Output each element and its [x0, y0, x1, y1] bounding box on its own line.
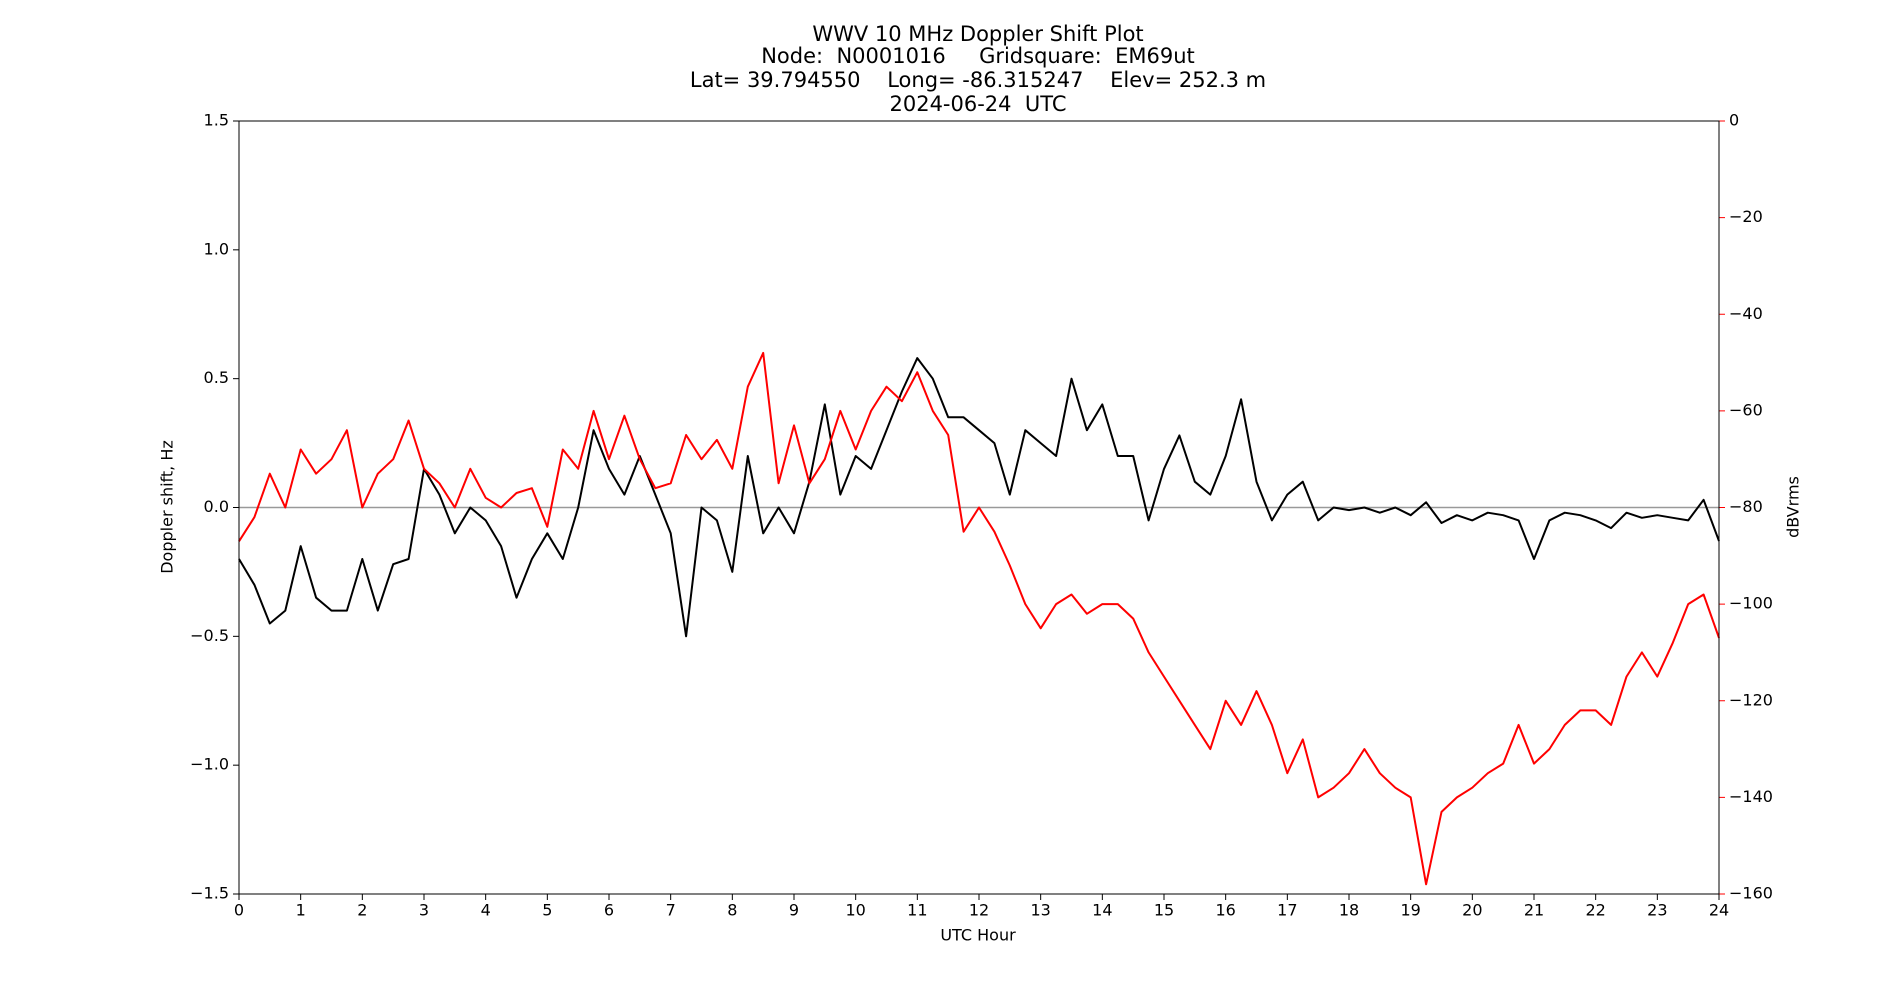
y-tick-label: −1.5 [190, 884, 229, 903]
x-tick-label: 1 [296, 901, 306, 920]
x-tick-label: 6 [604, 901, 614, 920]
x-axis-label: UTC Hour [940, 926, 1016, 945]
x-tick-label: 19 [1400, 901, 1420, 920]
y2-tick-label: −60 [1729, 400, 1763, 419]
y-tick-label: −0.5 [190, 626, 229, 645]
series-line [238, 357, 1720, 638]
x-tick-label: 9 [789, 901, 799, 920]
y2-tick-label: −20 [1729, 207, 1763, 226]
x-tick-label: 2 [357, 901, 367, 920]
y-tick-label: 0.0 [204, 497, 229, 516]
x-tick-label: 11 [907, 901, 927, 920]
x-tick-label: 15 [1154, 901, 1174, 920]
x-tick-label: 4 [481, 901, 491, 920]
x-tick-label: 3 [419, 901, 429, 920]
chart-subtitle: Node: N0001016 Gridsquare: EM69ut [761, 44, 1195, 68]
x-tick-label: 20 [1462, 901, 1482, 920]
y2-tick-label: 0 [1729, 111, 1739, 130]
x-tick-label: 21 [1524, 901, 1544, 920]
chart-title: WWV 10 MHz Doppler Shift Plot [812, 22, 1143, 46]
x-tick-label: 7 [666, 901, 676, 920]
x-tick-label: 22 [1585, 901, 1605, 920]
y2-tick-label: −140 [1729, 787, 1773, 806]
x-tick-label: 0 [234, 901, 244, 920]
y2-tick-label: −160 [1729, 884, 1773, 903]
chart-subtitle: Lat= 39.794550 Long= -86.315247 Elev= 25… [690, 68, 1266, 92]
plot-frame [238, 120, 1720, 895]
y-tick-label: 1.5 [204, 111, 229, 130]
y-axis-label: Doppler shift, Hz [158, 440, 177, 574]
y2-tick-label: −80 [1729, 497, 1763, 516]
x-tick-label: 5 [542, 901, 552, 920]
x-tick-label: 18 [1339, 901, 1359, 920]
x-tick-label: 16 [1215, 901, 1235, 920]
y2-axis-label: dBVrms [1784, 476, 1803, 538]
x-tick-label: 17 [1277, 901, 1297, 920]
y2-tick-label: −120 [1729, 690, 1773, 709]
x-tick-label: 14 [1092, 901, 1112, 920]
x-tick-label: 12 [969, 901, 989, 920]
y-tick-label: 1.0 [204, 239, 229, 258]
y-tick-label: −1.0 [190, 755, 229, 774]
x-tick-label: 23 [1647, 901, 1667, 920]
y-tick-label: 0.5 [204, 368, 229, 387]
y2-tick-label: −100 [1729, 594, 1773, 613]
x-tick-label: 10 [845, 901, 865, 920]
x-tick-label: 24 [1709, 901, 1729, 920]
chart-subtitle: 2024-06-24 UTC [889, 92, 1066, 116]
x-tick-label: 8 [727, 901, 737, 920]
series-line [238, 351, 1720, 886]
y2-tick-label: −40 [1729, 304, 1763, 323]
x-tick-label: 13 [1030, 901, 1050, 920]
